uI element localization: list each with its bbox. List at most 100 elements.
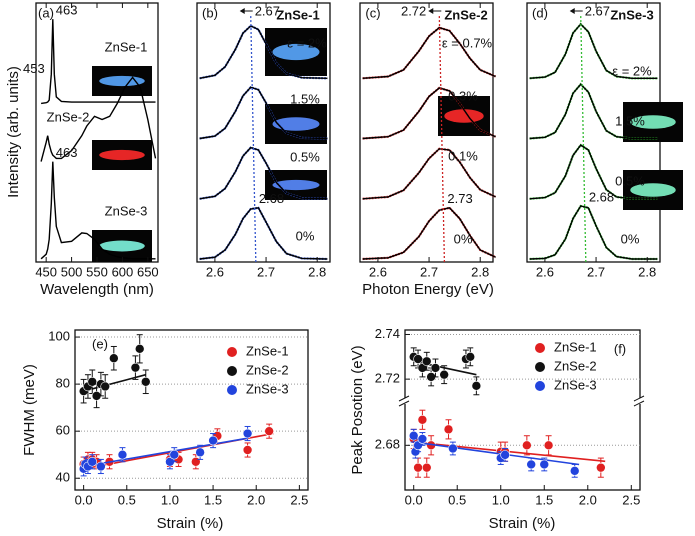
inset-glow [272,43,320,61]
legend-label: ZnSe-2 [246,362,289,377]
data-point [264,426,274,436]
strain-label: 0.5% [615,173,645,188]
legend-label: ZnSe-2 [554,358,597,373]
x-tick-label: 2.8 [638,264,656,279]
x-tick-label: 1.5 [535,492,553,507]
spectrum-line [41,19,156,105]
x-tick-label: 650 [137,264,159,279]
x-axis-label: Photon Energy (eV) [362,281,494,298]
peak-label: 2.73 [447,191,472,206]
legend-marker [227,347,237,357]
panel-label: (c) [365,5,380,20]
strain-label: 0% [621,231,640,246]
spectrum-line [199,25,328,79]
x-tick-label: 500 [61,264,83,279]
x-tick-label: 2.7 [587,264,605,279]
data-point [134,344,145,354]
strain-label: 1.5% [290,91,320,106]
sample-name: ZnSe-2 [444,7,487,22]
legend-marker [535,381,545,391]
inset-glow [99,149,145,161]
data-point [443,424,454,435]
axis-break [633,400,645,407]
data-point [417,414,428,425]
legend-marker [535,362,545,372]
peak-guide [250,14,257,263]
arrow-head [239,8,245,14]
x-tick-label: 2.5 [290,492,308,507]
legend-label: ZnSe-1 [246,343,289,358]
spectrum-line [362,148,496,200]
data-point [439,369,449,380]
x-tick-label: 2.5 [622,492,640,507]
data-point [242,445,253,455]
peak-guide [438,14,446,263]
data-point [471,381,482,391]
data-point [421,462,432,473]
y-tick-label: 2.72 [375,371,400,386]
data-point [421,356,432,367]
legend-marker [227,366,237,376]
data-point [195,447,205,458]
spectrum-line [40,161,156,260]
x-tick-label: 1.0 [161,492,179,507]
peak-guide [580,14,587,263]
spectrum-line [529,144,658,200]
arrow-head [428,8,434,14]
strain-label: ε = 2% [287,35,327,50]
data-point [169,449,180,460]
inset-glow [444,109,484,123]
spectrum-line [529,23,658,79]
x-tick-label: 2.6 [369,264,387,279]
data-point [109,353,119,364]
strain-label: 0.1% [448,148,478,163]
peak-label: 463 [56,145,78,160]
x-tick-label: 2.8 [308,264,326,279]
data-point [569,466,580,476]
data-point [140,376,151,387]
legend-label: ZnSe-1 [554,339,597,354]
strain-label: ε = 2% [612,63,652,78]
spectrum-line [362,87,496,140]
data-point [87,456,98,467]
data-point [130,362,141,373]
data-point [191,456,201,467]
arrow-head [569,8,575,14]
data-point [117,449,128,460]
x-tick-label: 2.0 [579,492,597,507]
plot-frame [359,2,494,263]
axis-break [398,400,410,407]
x-axis-label: Strain (%) [157,515,224,532]
data-point [448,443,458,454]
inset-glow [272,179,320,191]
data-point [413,462,423,473]
panel-label: (b) [202,5,218,20]
x-tick-label: 600 [112,264,134,279]
x-tick-label: 550 [86,264,108,279]
x-axis-label: Strain (%) [489,515,556,532]
y-tick-label: 2.68 [375,437,400,452]
peak-label: 2.67 [255,3,280,18]
spectrum-line [362,26,496,79]
y-axis-label: FWHM (meV) [21,364,38,456]
peak-label: 463 [56,3,78,18]
data-point [596,462,606,473]
inset-glow [630,183,676,197]
peak-label: 2.68 [589,189,614,204]
spectrum-line [199,86,328,140]
data-point [208,435,218,446]
strain-label: 0% [454,231,473,246]
axis-break [398,395,410,402]
x-tick-label: 450 [35,264,57,279]
spectrum-line [529,205,658,260]
x-tick-label: 0.0 [75,492,93,507]
axis-break-gap [636,398,644,404]
data-point [522,440,532,451]
spectrum-line [529,83,658,140]
data-point [96,461,106,472]
strain-label: 0% [296,228,315,243]
legend-label: ZnSe-3 [246,381,289,396]
x-tick-label: 2.6 [206,264,224,279]
panel-label: (d) [532,5,548,20]
